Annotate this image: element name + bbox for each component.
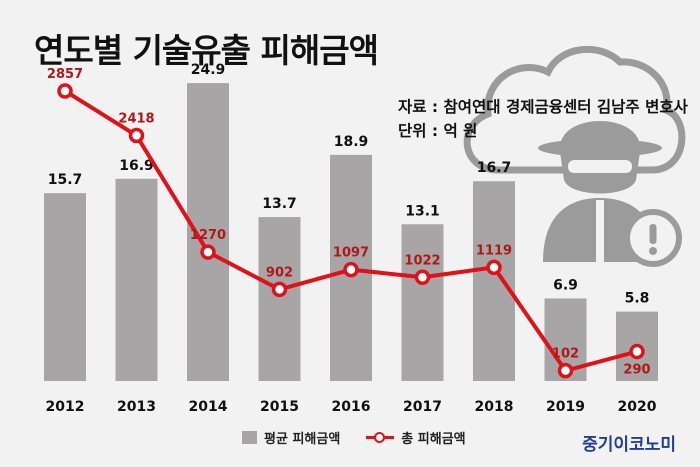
- bar-2012: [44, 193, 86, 381]
- line-label-2012: 2857: [47, 67, 83, 82]
- line-label-2015: 902: [266, 265, 293, 280]
- x-tick-2020: 2020: [618, 399, 657, 415]
- line-point-2020: [629, 343, 645, 360]
- legend-label-bar: 평균 피해금액: [264, 432, 341, 447]
- source-line: 자료 : 참여연대 경제금융센터 김남주 변호사: [398, 98, 688, 116]
- line-point-2015: [271, 281, 288, 298]
- x-tick-2016: 2016: [332, 399, 371, 415]
- bar-label-2018: 16.7: [477, 160, 512, 176]
- bar-label-2016: 18.9: [334, 134, 369, 150]
- line-label-2017: 1022: [404, 253, 440, 268]
- bar-2015: [258, 217, 301, 381]
- bar-2017: [401, 224, 444, 381]
- line-point-2013: [128, 127, 145, 144]
- line-label-2013: 2418: [118, 112, 154, 127]
- legend-swatch-bar: [242, 431, 257, 444]
- line-label-2018: 1119: [476, 243, 512, 258]
- line-point-2016: [343, 261, 359, 278]
- x-tick-2015: 2015: [260, 399, 299, 415]
- x-tick-2014: 2014: [189, 399, 228, 415]
- page-title: 연도별 기술유출 피해금액: [34, 31, 379, 70]
- legend-label-line: 총 피해금액: [401, 432, 466, 447]
- line-point-2014: [200, 244, 216, 260]
- brand-logo: 중기이코노미: [582, 435, 676, 455]
- legend-item-bar: 평균 피해금액: [242, 428, 340, 447]
- bar-label-2015: 13.7: [262, 196, 297, 212]
- source-note: 자료 : 참여연대 경제금융센터 김남주 변호사 단위 : 억 원: [398, 95, 688, 143]
- chart-legend: 평균 피해금액 총 피해금액: [242, 428, 466, 447]
- unit-line: 단위 : 억 원: [398, 122, 478, 140]
- x-tick-2018: 2018: [475, 399, 514, 415]
- line-label-2014: 1270: [190, 228, 226, 243]
- line-label-2020: 290: [623, 363, 650, 378]
- line-point-2017: [414, 269, 431, 286]
- line-point-2018: [486, 259, 502, 276]
- bar-label-2012: 15.7: [48, 172, 83, 188]
- line-label-2016: 1097: [333, 246, 369, 261]
- bar-2018: [473, 181, 515, 381]
- x-tick-2019: 2019: [546, 399, 585, 415]
- x-tick-2012: 2012: [46, 399, 85, 415]
- legend-swatch-line: [366, 431, 395, 444]
- bar-label-2017: 13.1: [405, 203, 440, 219]
- line-label-2019: 102: [552, 347, 579, 362]
- bar-label-2020: 5.8: [625, 291, 650, 307]
- legend-item-line: 총 피해금액: [366, 428, 466, 447]
- bar-label-2013: 16.9: [119, 158, 154, 174]
- x-tick-2013: 2013: [117, 399, 156, 415]
- bar-label-2014: 24.9: [191, 62, 226, 78]
- bar-2013: [115, 178, 158, 381]
- line-point-2019: [557, 362, 574, 379]
- x-tick-2017: 2017: [403, 399, 442, 415]
- bar-label-2019: 6.9: [553, 277, 578, 293]
- line-point-2012: [57, 83, 73, 99]
